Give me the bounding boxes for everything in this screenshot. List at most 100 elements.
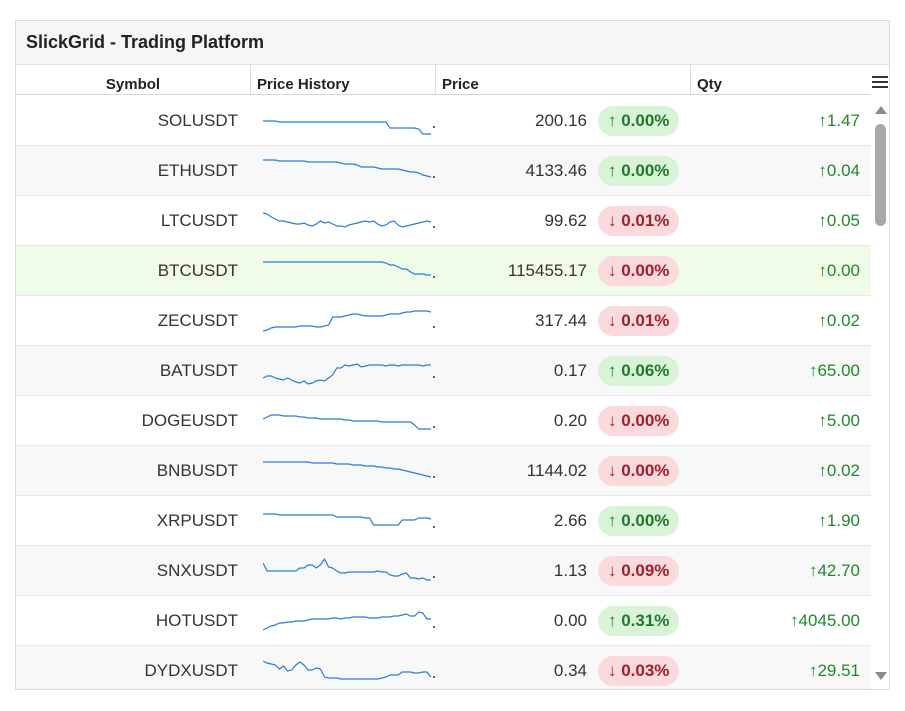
change-badge: ↓ 0.03% — [598, 655, 680, 686]
sparkline-chart — [263, 119, 435, 135]
symbol-cell: DYDXUSDT — [144, 660, 238, 680]
sparkline-chart — [263, 610, 435, 631]
price-history-cell — [263, 346, 438, 395]
change-badge: ↓ 0.09% — [598, 555, 680, 586]
qty-cell: ↑4045.00 — [790, 610, 860, 630]
symbol-cell: BNBUSDT — [156, 460, 238, 480]
change-badge: ↑ 0.00% — [598, 155, 680, 186]
sparkline-end-dot — [433, 675, 435, 678]
table-row[interactable]: ETHUSDT 4133.46 ↑ 0.00% ↑0.04 — [16, 146, 871, 196]
change-badge: ↓ 0.01% — [598, 305, 680, 336]
price-history-cell — [263, 496, 438, 545]
scroll-up-arrow-icon[interactable] — [875, 106, 887, 114]
price-history-cell — [263, 596, 438, 645]
sparkline-chart — [263, 557, 435, 581]
change-cell: ↓ 0.00% — [598, 396, 680, 445]
sparkline-line — [263, 119, 431, 135]
change-cell: ↓ 0.00% — [598, 446, 680, 495]
change-cell: ↑ 0.00% — [598, 496, 680, 545]
column-menu-button[interactable] — [872, 76, 888, 90]
symbol-cell: XRPUSDT — [156, 510, 238, 530]
sparkline-end-dot — [433, 225, 435, 228]
sparkline-end-dot — [433, 325, 435, 328]
scrollbar-thumb[interactable] — [875, 124, 886, 226]
change-badge: ↑ 0.06% — [598, 355, 680, 386]
sparkline-line — [263, 610, 431, 631]
table-row[interactable]: DOGEUSDT 0.20 ↓ 0.00% ↑5.00 — [16, 396, 871, 446]
change-badge: ↓ 0.00% — [598, 455, 680, 486]
table-row[interactable]: XRPUSDT 2.66 ↑ 0.00% ↑1.90 — [16, 496, 871, 546]
change-cell: ↑ 0.06% — [598, 346, 680, 395]
sparkline-end-dot — [433, 525, 435, 528]
change-badge: ↓ 0.01% — [598, 205, 680, 236]
price-cell: 115455.17 — [507, 260, 587, 280]
price-cell: 99.62 — [544, 210, 587, 230]
price-history-cell — [263, 546, 438, 595]
sparkline-chart — [263, 309, 435, 332]
sparkline-end-dot — [433, 275, 435, 278]
grid-panel: SlickGrid - Trading Platform Symbol Pric… — [15, 20, 890, 690]
qty-cell: ↑65.00 — [808, 360, 860, 380]
price-cell: 0.00 — [553, 610, 587, 630]
sparkline-line — [263, 659, 432, 680]
qty-cell: ↑5.00 — [818, 410, 860, 430]
column-header-price-history[interactable]: Price History — [250, 65, 435, 95]
sparkline-chart — [263, 158, 435, 178]
column-header-qty[interactable]: Qty — [690, 65, 871, 95]
qty-cell: ↑0.02 — [818, 310, 860, 330]
scroll-down-arrow-icon[interactable] — [875, 672, 887, 680]
symbol-cell: BATUSDT — [159, 360, 238, 380]
price-cell: 1144.02 — [526, 460, 587, 480]
change-badge: ↑ 0.31% — [598, 605, 680, 636]
price-history-cell — [263, 646, 438, 689]
sparkline-line — [263, 211, 432, 228]
table-row[interactable]: BATUSDT 0.17 ↑ 0.06% ↑65.00 — [16, 346, 871, 396]
price-history-cell — [263, 446, 438, 495]
vertical-scrollbar[interactable] — [871, 96, 889, 689]
change-cell: ↑ 0.31% — [598, 596, 680, 645]
sparkline-end-dot — [433, 475, 435, 478]
price-history-cell — [263, 96, 438, 145]
price-cell: 1.13 — [553, 560, 587, 580]
change-badge: ↓ 0.00% — [598, 405, 680, 436]
price-history-cell — [263, 246, 438, 295]
price-cell: 2.66 — [553, 510, 587, 530]
price-cell: 4133.46 — [525, 160, 587, 180]
sparkline-end-dot — [433, 125, 435, 128]
column-header-symbol[interactable]: Symbol — [105, 76, 161, 93]
table-row[interactable]: SOLUSDT 200.16 ↑ 0.00% ↑1.47 — [16, 96, 871, 146]
hamburger-icon — [872, 76, 888, 78]
qty-cell: ↑29.51 — [808, 660, 860, 680]
sparkline-line — [263, 557, 431, 581]
price-history-cell — [263, 146, 438, 195]
table-row[interactable]: BNBUSDT 1144.02 ↓ 0.00% ↑0.02 — [16, 446, 871, 496]
price-cell: 0.34 — [553, 660, 587, 680]
qty-cell: ↑1.47 — [818, 110, 860, 130]
qty-cell: ↑0.00 — [818, 260, 860, 280]
change-cell: ↑ 0.00% — [598, 96, 680, 145]
price-history-cell — [263, 196, 438, 245]
symbol-cell: HOTUSDT — [155, 610, 238, 630]
table-row[interactable]: SNXUSDT 1.13 ↓ 0.09% ↑42.70 — [16, 546, 871, 596]
table-row[interactable]: DYDXUSDT 0.34 ↓ 0.03% ↑29.51 — [16, 646, 871, 689]
table-row[interactable]: BTCUSDT 115455.17 ↓ 0.00% ↑0.00 — [16, 246, 871, 296]
sparkline-end-dot — [433, 175, 435, 178]
qty-cell: ↑0.04 — [818, 160, 860, 180]
sparkline-chart — [263, 659, 435, 680]
sparkline-line — [263, 460, 432, 478]
sparkline-chart — [263, 413, 435, 430]
sparkline-line — [263, 512, 432, 526]
grid-body[interactable]: SOLUSDT 200.16 ↑ 0.00% ↑1.47 ETHUSDT 4133.46 ↑… — [16, 96, 871, 689]
table-row[interactable]: ZECUSDT 317.44 ↓ 0.01% ↑0.02 — [16, 296, 871, 346]
table-row[interactable]: HOTUSDT 0.00 ↑ 0.31% ↑4045.00 — [16, 596, 871, 646]
change-badge: ↓ 0.00% — [598, 255, 680, 286]
sparkline-end-dot — [433, 625, 435, 628]
sparkline-end-dot — [433, 375, 435, 378]
sparkline-end-dot — [433, 575, 435, 578]
column-header-price[interactable]: Price — [435, 65, 690, 95]
table-row[interactable]: LTCUSDT 99.62 ↓ 0.01% ↑0.05 — [16, 196, 871, 246]
symbol-cell: ETHUSDT — [157, 160, 238, 180]
change-cell: ↓ 0.09% — [598, 546, 680, 595]
grid-header: Symbol Price History Price Qty — [16, 65, 871, 95]
sparkline-chart — [263, 512, 435, 528]
